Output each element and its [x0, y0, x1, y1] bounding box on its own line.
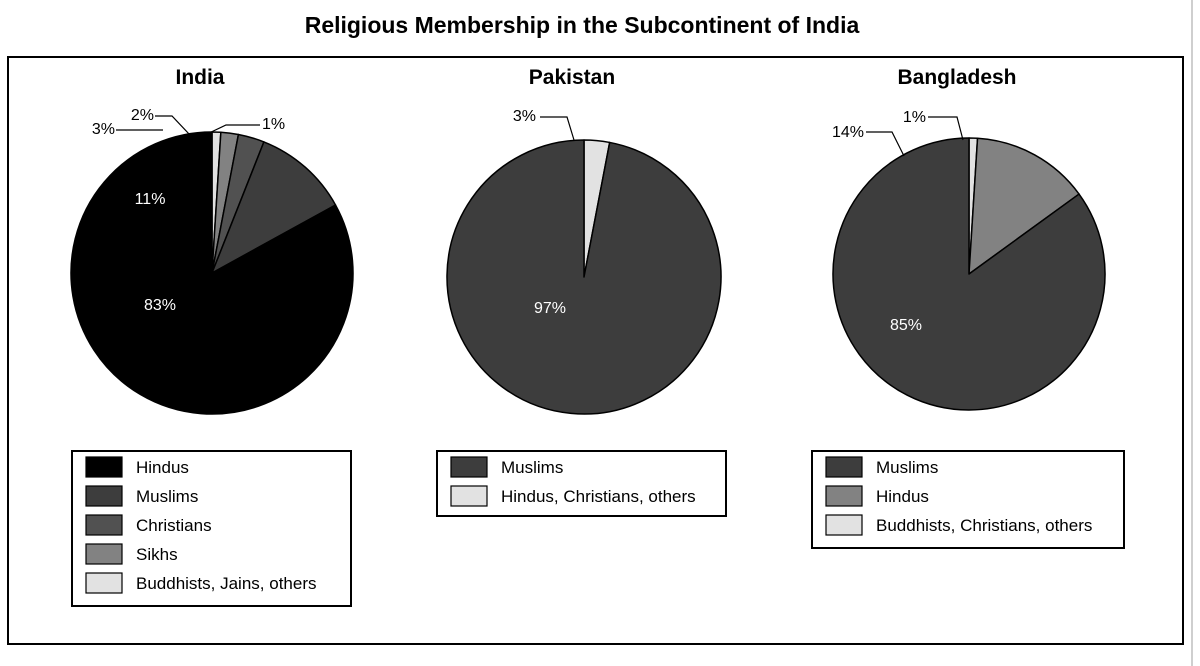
legend-entry-muslims: Muslims — [501, 458, 563, 477]
legend-swatch-buddhists-christians-others — [825, 514, 863, 536]
legend-swatch-muslims — [85, 485, 123, 507]
slice-label-hindus-christians-others: 3% — [513, 108, 536, 125]
pie-slice-hindus — [968, 137, 1080, 275]
slice-label-buddhists-christians-others: 1% — [903, 109, 926, 126]
slice-label-buddhists-jains-others: 1% — [262, 116, 285, 133]
leader-line — [206, 124, 260, 135]
leader-line — [540, 116, 575, 141]
legend-swatch-hindus — [85, 456, 123, 478]
legend-entry-muslims: Muslims — [136, 487, 198, 506]
legend-swatch-buddhists-jains-others — [85, 572, 123, 594]
bangladesh-pie-title: Bangladesh — [897, 66, 1016, 89]
divider — [1191, 0, 1193, 666]
legend-swatch-christians — [85, 514, 123, 536]
legend-entry-buddhists-jains-others: Buddhists, Jains, others — [136, 574, 316, 593]
legend-entry-hindus: Hindus — [876, 487, 929, 506]
pie-slice-muslims — [211, 141, 337, 274]
pie-slice-hindus — [70, 131, 354, 415]
bangladesh-pie: Bangladesh 85% 14% 1% Muslims Hindus Buddhists… — [811, 66, 1125, 549]
legend-entry-buddhists-christians-others: Buddhists, Christians, others — [876, 516, 1092, 535]
leader-line — [155, 115, 191, 136]
legend-swatch-sikhs — [85, 543, 123, 565]
pakistan-legend: Muslims Hindus, Christians, others — [436, 450, 727, 517]
india-pie-title: India — [175, 66, 224, 89]
legend-swatch-muslims — [450, 456, 488, 478]
legend-swatch-hindus — [825, 485, 863, 507]
slice-label-muslims: 85% — [890, 317, 922, 334]
legend-box — [811, 450, 1125, 549]
legend-entry-hindus: Hindus — [136, 458, 189, 477]
pakistan-pie-title: Pakistan — [529, 66, 615, 89]
slice-label-sikhs: 2% — [131, 107, 154, 124]
legend-entry-sikhs: Sikhs — [136, 545, 178, 564]
pie-slice-muslims — [832, 137, 1106, 411]
slice-label-christians: 3% — [92, 121, 115, 138]
leader-line — [866, 131, 905, 157]
legend-swatch-hindus-christians-others — [450, 485, 488, 507]
india-legend: Hindus Muslims Christians Sikhs Buddhists, J… — [71, 450, 352, 607]
legend-swatch-muslims — [825, 456, 863, 478]
bangladesh-legend: Muslims Hindus Buddhists, Christians, othe… — [811, 450, 1125, 549]
legend-entry-christians: Christians — [136, 516, 212, 535]
page-title: Religious Membership in the Subcontinent… — [304, 12, 860, 38]
pie-slice-muslims — [446, 139, 722, 415]
india-pie: India 83% 11% 3% 2% 1% Hindus Muslims Christians… — [70, 66, 354, 607]
slice-label-hindus: 83% — [144, 297, 176, 314]
slice-label-hindus: 14% — [832, 124, 864, 141]
pakistan-pie: Pakistan 97% 3% Muslims Hindus, Christians, … — [436, 66, 727, 517]
slice-label-muslims: 97% — [534, 300, 566, 317]
slice-label-muslims: 11% — [135, 191, 166, 208]
legend-entry-muslims: Muslims — [876, 458, 938, 477]
leader-line — [928, 116, 964, 141]
legend-entry-hindus-christians-others: Hindus, Christians, others — [501, 487, 696, 506]
chart-frame — [7, 56, 1184, 645]
